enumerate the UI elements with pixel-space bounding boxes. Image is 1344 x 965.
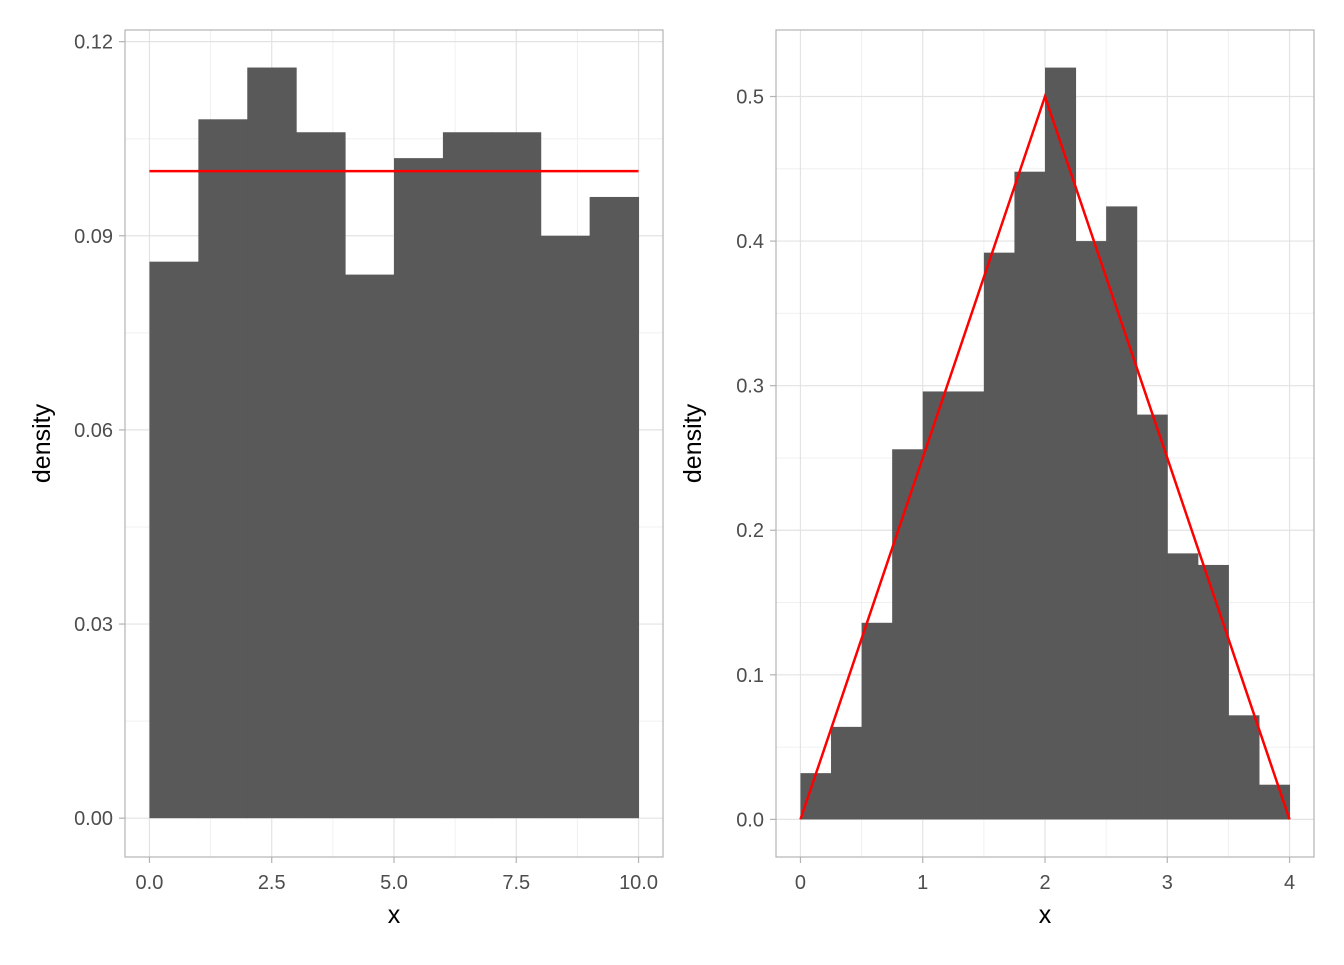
- histogram-bar: [1258, 784, 1291, 820]
- density-line: [799, 92, 1291, 820]
- x-tick-label: 0: [795, 872, 806, 894]
- x-tick-label: 5.0: [380, 872, 408, 894]
- histogram-bar: [861, 622, 893, 820]
- histogram-bar: [1045, 67, 1077, 820]
- y-tick-label: 0.3: [736, 376, 764, 398]
- histogram-bar: [149, 261, 199, 819]
- y-axis-title: density: [679, 403, 707, 483]
- x-tick-label: 2: [1039, 872, 1050, 894]
- y-axis-title: density: [28, 403, 56, 483]
- histogram-bar: [892, 449, 924, 820]
- x-tick-label: 0.0: [136, 872, 164, 894]
- x-tick-label: 3: [1162, 872, 1173, 894]
- histogram-bar: [800, 773, 832, 820]
- y-tick-label: 0.4: [736, 231, 764, 253]
- histogram-bar: [198, 119, 248, 819]
- histogram-bar: [1014, 171, 1046, 820]
- right-panel: 0 1 2 3 4 0.0 0.1 0.2 0.3 0.4 0.5 x density: [679, 29, 1315, 929]
- histogram-bar: [442, 132, 493, 819]
- histogram-bar: [922, 391, 954, 820]
- histogram-bar: [589, 196, 640, 819]
- x-tick-label: 1: [917, 872, 928, 894]
- histogram-bar: [1167, 553, 1199, 820]
- x-axis-title: x: [388, 901, 401, 929]
- x-axis-title: x: [1039, 901, 1052, 929]
- y-tick-label: 0.00: [74, 808, 113, 830]
- histogram-bar: [394, 158, 444, 819]
- histogram-bar: [953, 391, 985, 820]
- y-tick-label: 0.09: [74, 226, 113, 248]
- y-tick-label: 0.5: [736, 87, 764, 109]
- y-tick-label: 0.2: [736, 520, 764, 542]
- histogram-bar: [1228, 715, 1260, 820]
- histogram-bar: [491, 132, 542, 819]
- y-tick-label: 0.0: [736, 809, 764, 831]
- y-tick-label: 0.06: [74, 420, 113, 442]
- y-tick-label: 0.1: [736, 665, 764, 687]
- histogram-bar: [345, 274, 395, 819]
- x-tick-label: 2.5: [258, 872, 286, 894]
- y-tick-label: 0.12: [74, 32, 113, 54]
- x-tick-label: 7.5: [502, 872, 530, 894]
- histogram-bar: [1197, 564, 1229, 820]
- histogram-bar: [247, 67, 297, 819]
- x-tick-label: 10.0: [619, 872, 658, 894]
- x-tick-label: 4: [1284, 872, 1295, 894]
- histogram-bar: [1106, 206, 1138, 820]
- histogram-bar: [1136, 414, 1168, 820]
- y-tick-label: 0.03: [74, 614, 113, 636]
- histogram-bar: [831, 726, 863, 820]
- histogram-bar: [983, 252, 1015, 820]
- histogram-bar: [540, 235, 591, 819]
- histogram-bar: [296, 132, 346, 819]
- histogram-bar: [1075, 241, 1107, 820]
- left-panel: 0.0 2.5 5.0 7.5 10.0 0.00 0.03 0.06 0.09 0.12 x den…: [28, 29, 664, 929]
